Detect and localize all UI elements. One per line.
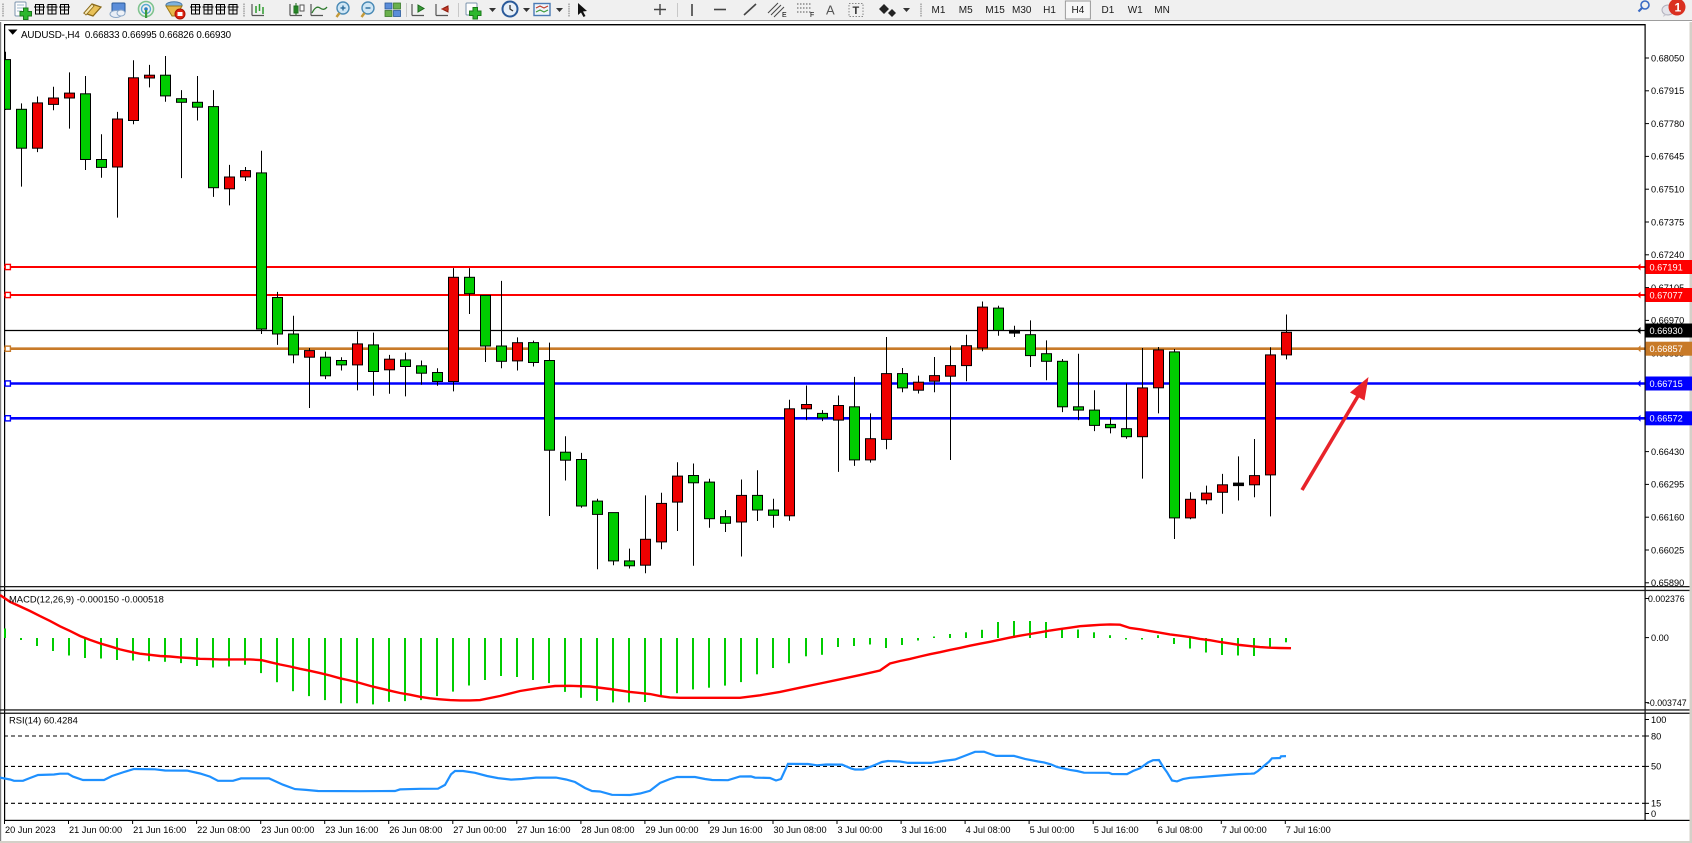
svg-text:0.66025: 0.66025 [1651,545,1684,555]
svg-text:0.66160: 0.66160 [1651,513,1684,523]
svg-text:22 Jun 08:00: 22 Jun 08:00 [197,825,250,835]
svg-text:0.67780: 0.67780 [1651,119,1684,129]
svg-text:H4: H4 [1072,5,1085,16]
svg-text:0.67191: 0.67191 [1650,262,1683,272]
svg-text:0.66930: 0.66930 [1650,326,1683,336]
svg-text:0.66295: 0.66295 [1651,480,1684,490]
svg-text:23 Jun 16:00: 23 Jun 16:00 [325,825,378,835]
svg-text:H1: H1 [1043,5,1056,16]
svg-text:3 Jul 16:00: 3 Jul 16:00 [902,825,947,835]
svg-text:0.67510: 0.67510 [1651,185,1684,195]
svg-text:MN: MN [1154,5,1170,16]
svg-text:0.66715: 0.66715 [1650,379,1683,389]
svg-text:15: 15 [1651,799,1661,809]
svg-text:-0.003747: -0.003747 [1647,698,1687,708]
svg-text:21 Jun 16:00: 21 Jun 16:00 [133,825,186,835]
svg-text:100: 100 [1651,715,1666,725]
svg-text:0.67645: 0.67645 [1651,152,1684,162]
svg-text:3 Jul 00:00: 3 Jul 00:00 [838,825,883,835]
svg-text:RSI(14) 60.4284: RSI(14) 60.4284 [9,715,78,726]
svg-text:50: 50 [1651,762,1661,772]
svg-text:0.66572: 0.66572 [1650,414,1683,424]
svg-text:D1: D1 [1102,5,1115,16]
svg-text:0.65890: 0.65890 [1651,578,1684,588]
svg-text:21 Jun 00:00: 21 Jun 00:00 [69,825,122,835]
svg-text:0.67375: 0.67375 [1651,217,1684,227]
svg-text:0.67077: 0.67077 [1650,290,1683,300]
svg-text:0: 0 [1651,809,1656,819]
svg-text:0.67915: 0.67915 [1651,86,1684,96]
svg-text:M15: M15 [985,5,1005,16]
svg-text:M5: M5 [959,5,973,16]
svg-text:A: A [826,3,835,18]
svg-text:29 Jun 00:00: 29 Jun 00:00 [645,825,698,835]
svg-text:0.00: 0.00 [1651,633,1669,643]
svg-text:F: F [810,12,814,19]
svg-text:7 Jul 00:00: 7 Jul 00:00 [1222,825,1267,835]
svg-text:26 Jun 08:00: 26 Jun 08:00 [389,825,442,835]
svg-text:27 Jun 16:00: 27 Jun 16:00 [517,825,570,835]
svg-text:0.67240: 0.67240 [1651,250,1684,260]
svg-text:0.66430: 0.66430 [1651,447,1684,457]
svg-text:1: 1 [1675,1,1682,15]
svg-text:30 Jun 08:00: 30 Jun 08:00 [774,825,827,835]
svg-text:M30: M30 [1012,5,1032,16]
svg-text:AUDUSD-,H4 0.66833 0.66995 0.: AUDUSD-,H4 0.66833 0.66995 0.66826 0.669… [21,30,232,41]
svg-text:0.67105: 0.67105 [1651,283,1684,293]
svg-text:20 Jun 2023: 20 Jun 2023 [5,825,56,835]
svg-text:6 Jul 08:00: 6 Jul 08:00 [1158,825,1203,835]
svg-text:0.66857: 0.66857 [1650,344,1683,354]
svg-text:80: 80 [1651,731,1661,741]
svg-text:0.66970: 0.66970 [1651,316,1684,326]
svg-text:E: E [782,12,787,19]
svg-text:M1: M1 [932,5,946,16]
svg-text:27 Jun 00:00: 27 Jun 00:00 [453,825,506,835]
svg-text:7 Jul 16:00: 7 Jul 16:00 [1286,825,1331,835]
svg-text:4 Jul 08:00: 4 Jul 08:00 [966,825,1011,835]
svg-text:29 Jun 16:00: 29 Jun 16:00 [709,825,762,835]
svg-text:0.68050: 0.68050 [1651,53,1684,63]
svg-text:0.002376: 0.002376 [1648,594,1685,604]
svg-text:MACD(12,26,9) -0.000150 -0.000: MACD(12,26,9) -0.000150 -0.000518 [9,594,164,605]
svg-text:T: T [853,5,860,17]
svg-text:23 Jun 00:00: 23 Jun 00:00 [261,825,314,835]
svg-text:W1: W1 [1128,5,1143,16]
svg-text:5 Jul 00:00: 5 Jul 00:00 [1030,825,1075,835]
svg-text:28 Jun 08:00: 28 Jun 08:00 [581,825,634,835]
svg-text:5 Jul 16:00: 5 Jul 16:00 [1094,825,1139,835]
